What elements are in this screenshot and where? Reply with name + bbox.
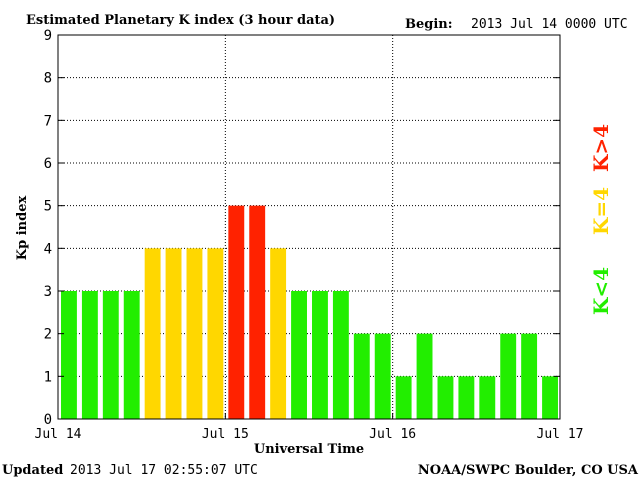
x-axis-label: Universal Time	[254, 442, 364, 457]
legend-item: K=4	[589, 187, 613, 235]
kp-bar	[332, 291, 349, 419]
begin-label: Begin:	[405, 17, 453, 32]
kp-bar	[521, 333, 538, 419]
kp-bar	[249, 205, 266, 419]
kp-bar	[291, 291, 307, 419]
kp-bar	[500, 333, 517, 419]
kp-bar	[458, 376, 475, 419]
legend-item: K>4	[589, 124, 613, 172]
y-tick-label: 2	[44, 327, 52, 343]
x-tick-label: Jul 17	[537, 427, 584, 442]
x-tick-label: Jul 16	[369, 427, 416, 442]
kp-bar	[312, 291, 328, 419]
legend-item: K<4	[589, 267, 613, 315]
begin-value: 2013 Jul 14 0000 UTC	[471, 17, 628, 32]
y-tick-label: 9	[44, 28, 52, 44]
kp-bar	[102, 291, 119, 419]
kp-bar	[228, 205, 245, 419]
y-tick-label: 8	[44, 71, 52, 87]
bars-group	[61, 205, 558, 419]
kp-bar	[144, 248, 161, 419]
y-tick-label: 0	[44, 412, 52, 428]
y-axis-ticks: 0 1 2 3 4 5 6 7 8 9	[44, 28, 560, 428]
kp-bar	[542, 376, 558, 419]
kp-bar	[395, 376, 412, 419]
y-tick-label: 7	[44, 113, 52, 129]
y-axis-label: Kp index	[15, 196, 30, 261]
y-tick-label: 1	[44, 369, 52, 385]
legend: K<4 K=4 K>4	[589, 124, 613, 315]
x-axis-ticks: Jul 14 Jul 15 Jul 16 Jul 17	[35, 413, 584, 442]
kp-bar	[353, 333, 370, 419]
kp-bar	[479, 376, 496, 419]
kp-bar	[123, 291, 140, 419]
y-tick-label: 4	[44, 241, 52, 257]
kp-bar	[186, 248, 203, 419]
updated-label: Updated	[2, 463, 63, 478]
y-tick-label: 6	[44, 156, 52, 172]
kp-bar	[81, 291, 98, 419]
updated-value: 2013 Jul 17 02:55:07 UTC	[70, 463, 258, 478]
y-tick-label: 5	[44, 199, 52, 215]
grid-lines	[58, 35, 560, 419]
kp-bar	[437, 376, 454, 419]
kp-bar	[207, 248, 224, 419]
source-credit: NOAA/SWPC Boulder, CO USA	[418, 463, 639, 478]
plot-frame	[57, 34, 561, 420]
kp-bar	[165, 248, 182, 419]
x-tick-label: Jul 14	[35, 427, 82, 442]
y-tick-label: 3	[44, 284, 52, 300]
kp-bar	[270, 248, 287, 419]
x-tick-label: Jul 15	[202, 427, 249, 442]
kp-bar	[416, 333, 433, 419]
kp-bar	[374, 333, 391, 419]
chart-title: Estimated Planetary K index (3 hour data…	[26, 13, 335, 28]
kp-bar	[61, 291, 77, 419]
